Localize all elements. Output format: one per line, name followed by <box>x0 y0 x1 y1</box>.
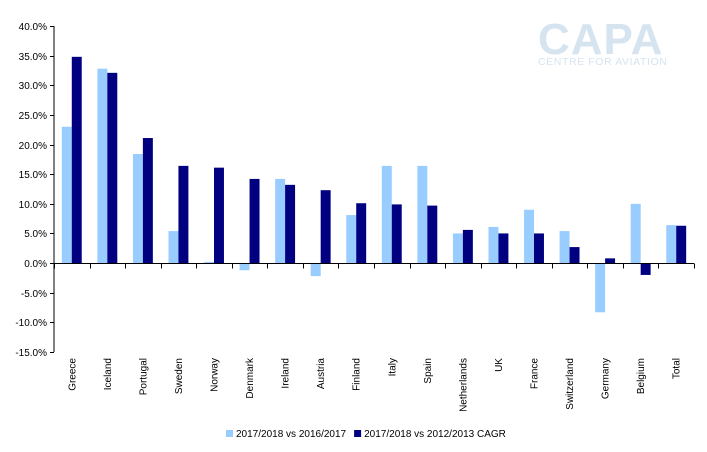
bar-greece-series-1 <box>61 126 72 264</box>
bar-finland-series-2 <box>356 203 367 264</box>
watermark-sub: CENTRE FOR AVIATION <box>538 56 667 68</box>
bar-sweden-series-2 <box>178 165 189 264</box>
x-tick-label-sweden: Sweden <box>174 358 185 394</box>
legend-swatch <box>226 430 233 437</box>
bar-germany-series-2 <box>605 258 616 264</box>
x-tick-label-norway: Norway <box>210 358 221 392</box>
bar-iceland-series-1 <box>97 68 108 264</box>
y-axis: -15.0% -10.0% -5.0% 0.0% 5.0% 10.0% 15.0% 20.0%… <box>15 22 55 359</box>
legend-label: 2017/2018 vs 2016/2017 <box>236 429 347 440</box>
bar-greece-series-2 <box>71 56 82 264</box>
y-tick-label: 35.0% <box>19 52 47 63</box>
bar-portugal-series-1 <box>132 154 143 264</box>
bar-denmark-series-1 <box>239 263 250 271</box>
x-tick-label-italy: Italy <box>387 358 398 376</box>
bar-spain-series-1 <box>417 165 428 264</box>
bar-italy-series-2 <box>391 204 402 264</box>
bar-norway-series-1 <box>204 261 214 264</box>
bar-austria-series-2 <box>320 190 331 264</box>
y-tick-label: 0.0% <box>24 259 47 270</box>
bar-belgium-series-2 <box>640 263 651 275</box>
x-tick-label-germany: Germany <box>601 358 612 399</box>
x-tick-label-iceland: Iceland <box>103 358 114 390</box>
bar-denmark-series-2 <box>249 178 260 264</box>
bar-france-series-2 <box>534 233 544 264</box>
x-tick-label-ireland: Ireland <box>281 358 292 389</box>
watermark-logo: CAPA CENTRE FOR AVIATION <box>538 15 667 68</box>
legend-swatch <box>354 430 362 437</box>
x-tick-label-belgium: Belgium <box>636 358 647 394</box>
y-tick-label: 30.0% <box>19 81 47 92</box>
bar-ireland-series-1 <box>275 178 286 264</box>
legend-label: 2017/2018 vs 2012/2013 CAGR <box>364 429 506 440</box>
bar-finland-series-1 <box>346 215 357 264</box>
y-tick-label: 40.0% <box>19 22 47 33</box>
y-tick-label: 15.0% <box>19 170 47 181</box>
x-tick-label-finland: Finland <box>352 358 363 391</box>
bar-norway-series-2 <box>214 167 224 264</box>
x-tick-label-portugal: Portugal <box>138 358 149 395</box>
bar-belgium-series-1 <box>630 203 641 264</box>
bar-total-series-2 <box>676 225 687 264</box>
y-tick-label: -15.0% <box>15 348 47 359</box>
x-tick-label-uk: UK <box>494 358 505 372</box>
y-tick-label: -5.0% <box>21 289 47 300</box>
bar-portugal-series-2 <box>142 138 153 264</box>
bar-netherlands-series-1 <box>452 233 463 264</box>
x-tick-label-greece: Greece <box>67 358 78 391</box>
x-tick-label-total: Total <box>672 358 683 379</box>
legend-item-series-2: 2017/2018 vs 2012/2013 CAGR <box>354 429 506 440</box>
plot-area <box>61 56 687 313</box>
x-tick-label-denmark: Denmark <box>245 357 256 399</box>
bar-spain-series-2 <box>427 205 438 264</box>
bar-ireland-series-2 <box>285 184 296 264</box>
bar-uk-series-2 <box>498 233 509 264</box>
legend: 2017/2018 vs 2016/2017 2017/2018 vs 2012/… <box>226 429 506 440</box>
x-axis: Greece Iceland Portugal Sweden Norway Denmark… <box>54 263 695 412</box>
x-tick-label-spain: Spain <box>423 358 434 384</box>
bar-austria-series-1 <box>310 263 321 277</box>
bar-sweden-series-1 <box>168 231 179 264</box>
legend-item-series-1: 2017/2018 vs 2016/2017 <box>226 429 347 440</box>
x-tick-label-austria: Austria <box>316 358 327 390</box>
bar-switzerland-series-2 <box>569 247 580 264</box>
watermark-main: CAPA <box>538 15 663 64</box>
bar-switzerland-series-1 <box>559 231 570 264</box>
y-tick-label: -10.0% <box>15 318 47 329</box>
bar-total-series-1 <box>666 225 677 264</box>
bar-italy-series-1 <box>381 165 392 264</box>
x-tick-label-france: France <box>530 358 541 390</box>
y-tick-label: 25.0% <box>19 111 47 122</box>
x-tick-label-netherlands: Netherlands <box>458 358 469 412</box>
x-tick-label-switzerland: Switzerland <box>565 358 576 410</box>
bar-iceland-series-2 <box>107 72 118 264</box>
y-tick-label: 20.0% <box>19 141 47 152</box>
y-tick-label: 10.0% <box>19 200 47 211</box>
y-tick-label: 5.0% <box>24 229 47 240</box>
bar-uk-series-1 <box>488 226 499 264</box>
bar-netherlands-series-2 <box>462 229 473 264</box>
bar-france-series-1 <box>524 209 534 264</box>
bar-germany-series-1 <box>595 263 606 313</box>
